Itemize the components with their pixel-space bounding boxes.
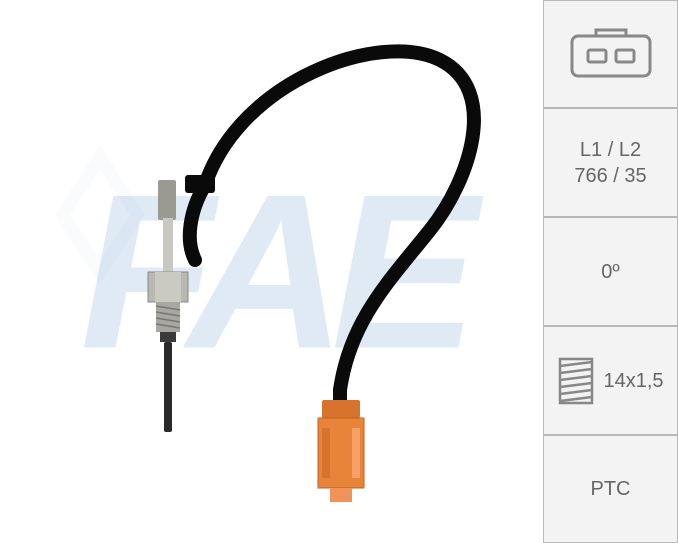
- spec-lengths-value: 766 / 35: [574, 163, 646, 189]
- spec-connector-cell: [543, 0, 678, 108]
- product-image-area: FAE: [0, 0, 543, 543]
- product-illustration: [0, 0, 543, 543]
- thread-icon: [557, 357, 595, 405]
- connector-icon: [566, 26, 656, 82]
- spec-lengths-label: L1 / L2: [580, 137, 641, 163]
- spec-angle-cell: 0º: [543, 217, 678, 326]
- spec-thread-cell: 14x1,5: [543, 326, 678, 435]
- spec-column: L1 / L2 766 / 35 0º 14x1,5 PTC: [543, 0, 678, 543]
- spec-sensor-type-cell: PTC: [543, 435, 678, 543]
- spec-lengths-cell: L1 / L2 766 / 35: [543, 108, 678, 217]
- spec-thread-value: 14x1,5: [603, 368, 663, 394]
- spec-sensor-type-value: PTC: [591, 476, 631, 502]
- spec-angle-value: 0º: [601, 259, 619, 285]
